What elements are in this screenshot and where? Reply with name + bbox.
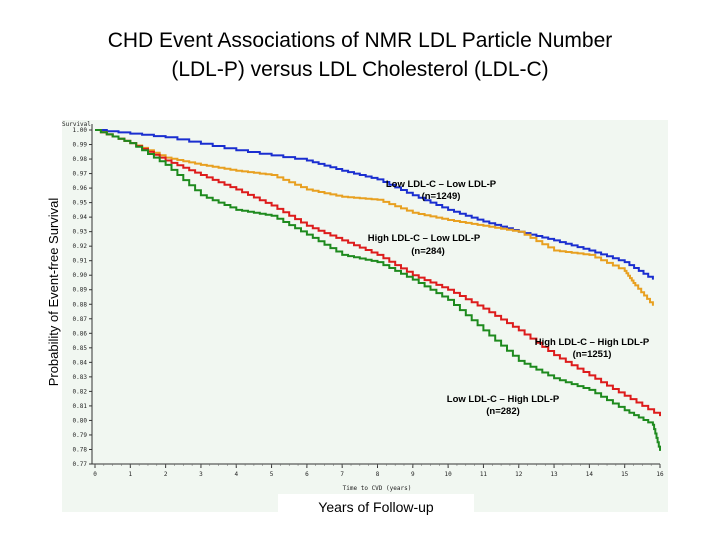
x-tick-label: 5: [270, 471, 274, 478]
series-count: (n=284): [411, 246, 445, 257]
x-tick-label: 6: [305, 471, 309, 478]
x-tick-label: 12: [515, 471, 523, 478]
y-tick-label: 0.77: [73, 461, 88, 468]
y-tick-label: 0.78: [73, 446, 88, 453]
y-axis-label: Probability of Event-free Survival: [46, 198, 61, 387]
x-tick-label: 8: [376, 471, 380, 478]
y-tick-label: 0.88: [73, 301, 88, 308]
series-count: (n=1249): [422, 191, 461, 202]
series-label: High LDL-C – Low LDL-P: [368, 233, 481, 244]
series-line-3: [95, 129, 661, 451]
x-tick-label: 10: [445, 471, 453, 478]
x-tick-label: 7: [340, 471, 344, 478]
y-tick-label: 0.92: [73, 243, 88, 250]
xlabel-box: [278, 494, 474, 518]
x-tick-label: 9: [411, 471, 415, 478]
x-tick-label: 14: [586, 471, 594, 478]
y-tick-label: 0.97: [73, 171, 88, 178]
y-axis-small-label: Survival: [62, 121, 91, 128]
x-tick-label: 16: [656, 471, 664, 478]
y-tick-label: 0.90: [73, 272, 88, 279]
x-tick-label: 15: [621, 471, 629, 478]
x-tick-label: 4: [234, 471, 238, 478]
y-tick-label: 0.85: [73, 345, 88, 352]
y-tick-label: 0.98: [73, 156, 88, 163]
x-tick-label: 2: [164, 471, 168, 478]
y-tick-label: 0.93: [73, 229, 88, 236]
series-line-1: [95, 129, 654, 306]
y-tick-label: 0.82: [73, 388, 88, 395]
series-label: High LDL-C – High LDL-P: [535, 337, 650, 348]
series-line-0: [95, 129, 654, 280]
y-tick-label: 0.89: [73, 287, 88, 294]
y-tick-label: 1.00: [73, 127, 88, 134]
series-label: Low LDL-C – High LDL-P: [447, 394, 560, 405]
y-tick-label: 0.80: [73, 417, 88, 424]
plot-background: [62, 120, 668, 512]
y-tick-label: 0.81: [73, 403, 88, 410]
y-tick-label: 0.91: [73, 258, 88, 265]
title-line-1: CHD Event Associations of NMR LDL Partic…: [107, 29, 613, 52]
series-label: Low LDL-C – Low LDL-P: [386, 179, 497, 190]
y-tick-label: 0.94: [73, 214, 88, 221]
x-tick-label: 13: [550, 471, 558, 478]
x-axis-small-label: Time to CVD (years): [343, 485, 412, 492]
x-tick-label: 3: [199, 471, 203, 478]
series-line-2: [95, 129, 661, 417]
y-tick-label: 0.96: [73, 185, 88, 192]
y-tick-label: 0.84: [73, 359, 88, 366]
x-tick-label: 0: [93, 471, 97, 478]
y-tick-label: 0.79: [73, 432, 88, 439]
series-count: (n=1251): [573, 349, 612, 360]
y-tick-label: 0.99: [73, 142, 88, 149]
x-tick-label: 11: [480, 471, 488, 478]
title-line-2: (LDL-P) versus LDL Cholesterol (LDL-C): [171, 58, 549, 81]
y-tick-label: 0.87: [73, 316, 88, 323]
y-tick-label: 0.83: [73, 374, 88, 381]
y-tick-label: 0.86: [73, 330, 88, 337]
x-tick-label: 1: [129, 471, 133, 478]
x-axis-label: Years of Follow-up: [318, 499, 434, 515]
y-tick-label: 0.95: [73, 200, 88, 207]
series-count: (n=282): [486, 406, 520, 417]
chart-title: CHD Event Associations of NMR LDL Partic…: [0, 26, 720, 84]
